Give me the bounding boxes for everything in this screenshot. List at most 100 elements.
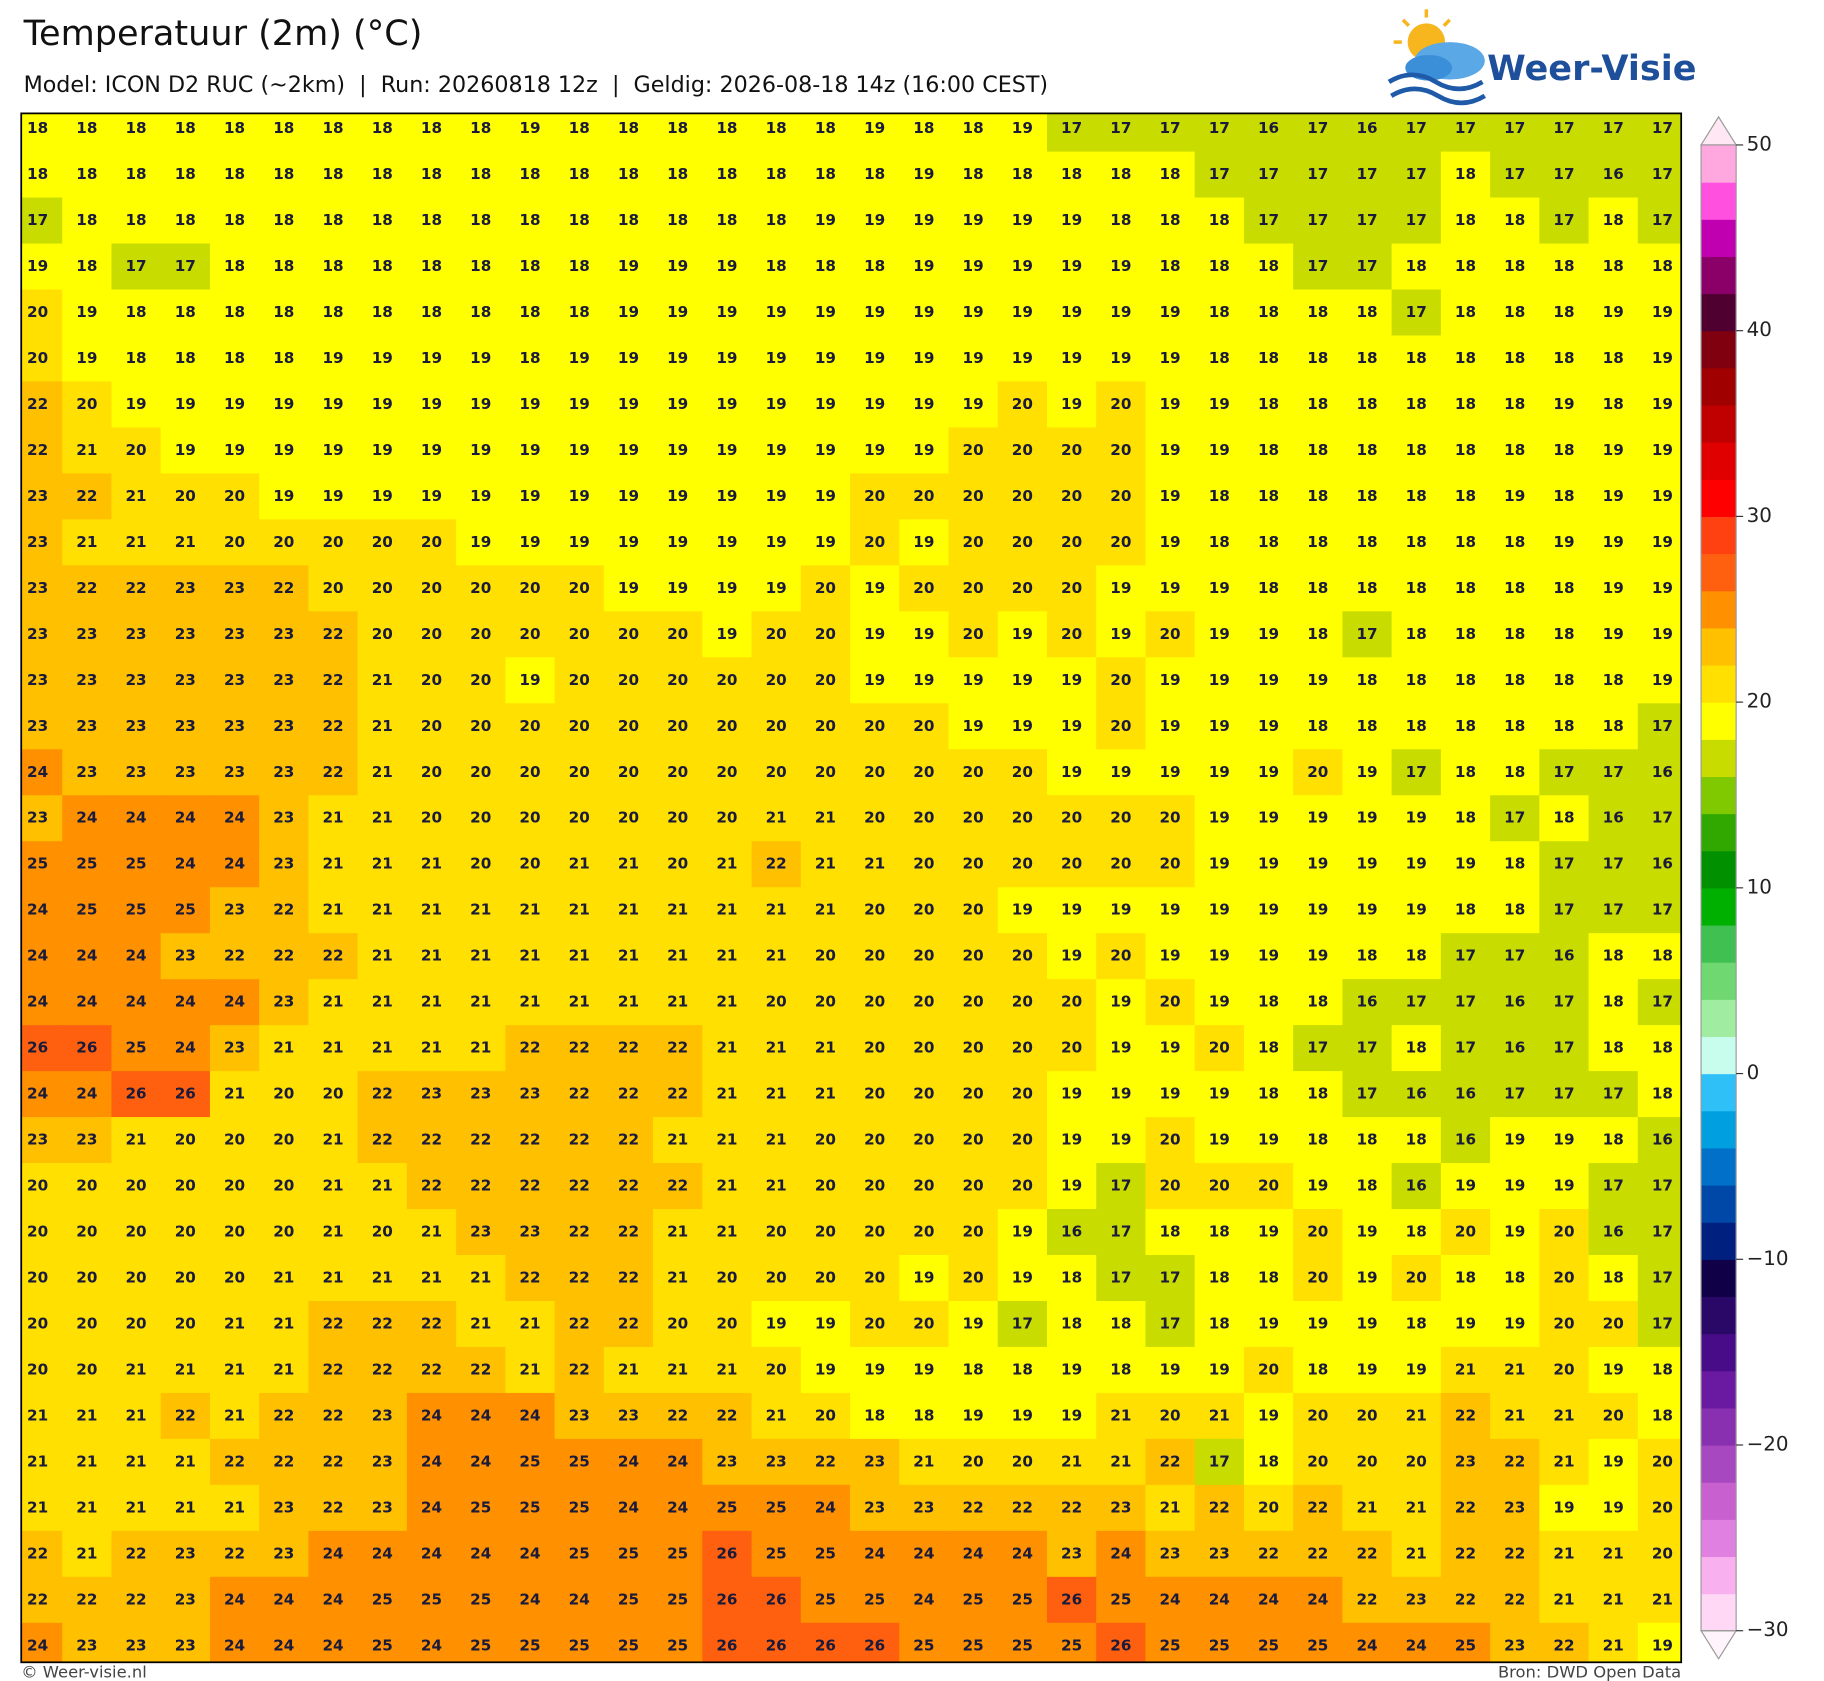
temp-label: 19 [27, 257, 48, 275]
temp-label: 18 [1504, 855, 1525, 873]
temp-label: 22 [963, 1498, 984, 1516]
temp-cell [259, 243, 310, 291]
temp-cell [209, 243, 260, 291]
temp-label: 20 [519, 855, 540, 873]
temp-label: 21 [1406, 1406, 1427, 1424]
temp-label: 20 [1159, 1406, 1180, 1424]
temp-cell [21, 841, 63, 888]
temp-label: 19 [470, 487, 491, 505]
temp-label: 25 [815, 1544, 836, 1562]
temp-label: 18 [322, 119, 343, 137]
temp-cell [1440, 703, 1491, 750]
temp-cell [505, 1209, 556, 1256]
temp-label: 22 [126, 1590, 147, 1608]
temp-label: 20 [963, 1223, 984, 1241]
temp-label: 18 [1110, 165, 1131, 183]
temp-label: 19 [1110, 257, 1131, 275]
temp-label: 22 [1455, 1406, 1476, 1424]
temp-label: 19 [913, 395, 934, 413]
temp-label: 20 [913, 1131, 934, 1149]
temp-label: 19 [76, 349, 97, 367]
temp-cell [1490, 1300, 1541, 1348]
temp-cell [850, 933, 900, 980]
temp-label: 18 [273, 349, 294, 367]
temp-cell [21, 1255, 63, 1302]
temp-label: 20 [618, 671, 639, 689]
temp-cell [1490, 197, 1541, 245]
temp-cell [62, 381, 113, 429]
colorbar-band [1701, 219, 1737, 257]
temp-cell [209, 151, 260, 199]
temp-label: 18 [273, 119, 294, 137]
temp-cell [1391, 427, 1442, 475]
temp-label: 24 [76, 993, 97, 1011]
temp-label: 16 [1652, 855, 1673, 873]
temp-label: 19 [963, 1314, 984, 1332]
temp-cell [1194, 381, 1245, 429]
temp-label: 20 [224, 533, 245, 551]
temp-cell [62, 611, 113, 659]
temp-label: 20 [224, 1268, 245, 1286]
temp-cell [111, 243, 162, 291]
temp-label: 20 [569, 809, 590, 827]
temp-cell [1539, 1117, 1590, 1164]
temp-label: 24 [519, 1544, 540, 1562]
temp-cell [800, 657, 851, 704]
temp-cell [653, 703, 704, 750]
temp-label: 19 [963, 671, 984, 689]
temp-cell [456, 427, 507, 475]
temp-label: 22 [519, 1039, 540, 1057]
temp-label: 16 [1504, 1039, 1525, 1057]
temp-cell [1391, 381, 1442, 429]
temp-label: 18 [1356, 349, 1377, 367]
temp-label: 24 [224, 855, 245, 873]
temp-label: 19 [1307, 809, 1328, 827]
temp-label: 19 [1356, 763, 1377, 781]
temp-label: 19 [1258, 1314, 1279, 1332]
temp-label: 23 [76, 1636, 97, 1654]
temp-cell [800, 1163, 851, 1210]
temp-label: 20 [273, 1177, 294, 1195]
temp-label: 21 [1406, 1498, 1427, 1516]
temp-label: 25 [569, 1452, 590, 1470]
temp-cell [62, 1346, 113, 1394]
temp-label: 19 [913, 211, 934, 229]
temp-label: 22 [273, 947, 294, 965]
temp-cell [160, 289, 211, 337]
temp-cell [1637, 151, 1682, 199]
temp-cell [111, 841, 162, 888]
temp-cell [653, 657, 704, 704]
temp-cell [209, 565, 260, 613]
temp-cell [357, 113, 408, 153]
temp-label: 19 [913, 1268, 934, 1286]
temp-cell [160, 703, 211, 750]
temp-cell [1342, 795, 1393, 842]
temp-label: 18 [1209, 533, 1230, 551]
temp-label: 20 [864, 901, 885, 919]
temp-cell [505, 197, 556, 245]
temp-cell [505, 887, 556, 934]
temp-cell [1145, 979, 1196, 1026]
temp-cell [1588, 1071, 1639, 1118]
temp-label: 22 [76, 579, 97, 597]
temp-label: 17 [1159, 1268, 1180, 1286]
temp-label: 24 [273, 1636, 294, 1654]
temp-cell [1539, 933, 1590, 980]
temp-label: 20 [421, 763, 442, 781]
temp-cell [406, 979, 457, 1026]
temp-label: 18 [667, 211, 688, 229]
temp-label: 20 [963, 855, 984, 873]
temp-cell [554, 565, 605, 613]
temp-label: 24 [1307, 1590, 1328, 1608]
temp-label: 19 [1159, 487, 1180, 505]
temp-label: 20 [175, 1131, 196, 1149]
temp-cell [554, 335, 605, 383]
temp-label: 16 [1455, 1085, 1476, 1103]
temp-label: 21 [1159, 1498, 1180, 1516]
temp-cell [259, 197, 310, 245]
temp-label: 19 [963, 257, 984, 275]
temp-cell [1391, 1300, 1442, 1348]
temp-label: 17 [1553, 763, 1574, 781]
temp-cell [1391, 703, 1442, 750]
temp-label: 18 [1406, 1223, 1427, 1241]
